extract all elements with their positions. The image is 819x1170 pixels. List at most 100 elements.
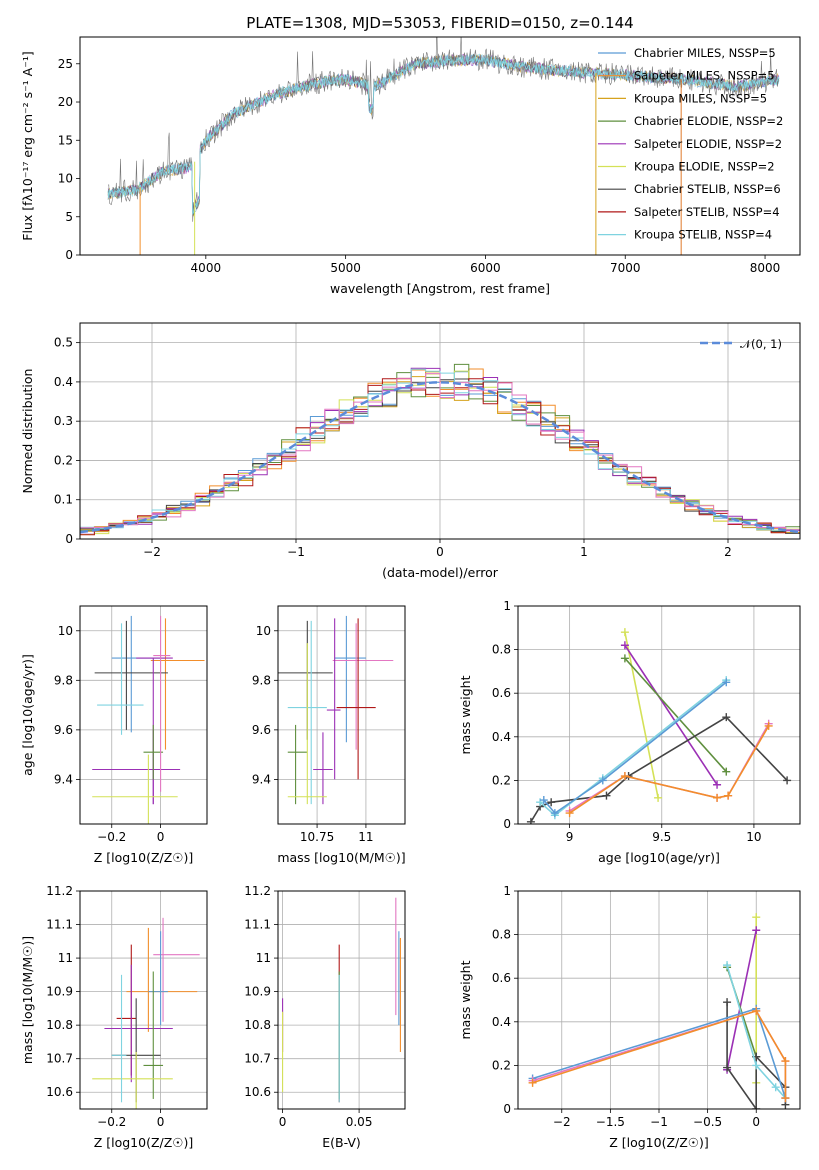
series-marker bbox=[539, 796, 548, 805]
x-tick-label: −0.5 bbox=[693, 1115, 722, 1129]
errorbar-point bbox=[104, 964, 173, 1083]
x-axis-label: mass [log10(M/M☉)] bbox=[277, 850, 405, 865]
weight-series bbox=[620, 654, 731, 776]
axes-frame bbox=[79, 36, 801, 256]
series-line bbox=[726, 930, 757, 1070]
model-spectrum-line bbox=[107, 54, 780, 217]
y-tick-label: 10 bbox=[256, 624, 271, 638]
axes-frame bbox=[277, 890, 406, 1110]
series-marker bbox=[752, 1105, 761, 1109]
errorbar-point bbox=[111, 974, 127, 1103]
chart-mass-vs-Z: −0.2 0 10.6 10.7 10.8 10.9 11 11.1 11.2 Z [log10(… bbox=[20, 884, 208, 1150]
y-tick-label: 0 bbox=[503, 817, 511, 831]
y-tick-label: 11 bbox=[58, 951, 73, 965]
errorbar-point bbox=[148, 931, 168, 1026]
x-tick-label: 2 bbox=[724, 545, 732, 559]
x-tick-label: −1 bbox=[287, 545, 305, 559]
y-tick-label: 0.8 bbox=[492, 643, 511, 657]
errorbar-point bbox=[336, 618, 376, 780]
x-axis-label: (data-model)/error bbox=[382, 565, 499, 580]
y-tick-label: 0.4 bbox=[492, 730, 511, 744]
legend-entry: Salpeter ELODIE, NSSP=2 bbox=[634, 137, 782, 151]
x-axis-label: E(B-V) bbox=[322, 1135, 361, 1150]
legend-entry: Salpeter MILES, NSSP=5 bbox=[634, 69, 775, 83]
weight-series bbox=[565, 721, 773, 818]
y-tick-label: 10.9 bbox=[46, 985, 73, 999]
weight-series bbox=[723, 926, 761, 1074]
series-marker bbox=[713, 793, 722, 802]
plot-area bbox=[528, 913, 790, 1109]
y-tick-label: 10 bbox=[58, 624, 73, 638]
legend-entry: Kroupa MILES, NSSP=5 bbox=[634, 91, 767, 105]
series-marker bbox=[764, 721, 773, 730]
series-marker bbox=[620, 772, 629, 781]
y-tick-label: 0.6 bbox=[492, 686, 511, 700]
chart-weight-vs-age: 9 9.5 10 0 0.2 0.4 0.6 0.8 1 age [log10(age/yr)] m… bbox=[458, 599, 801, 865]
y-tick-label: 9.6 bbox=[252, 723, 271, 737]
series-marker bbox=[752, 1061, 761, 1070]
series-marker bbox=[620, 628, 629, 637]
y-tick-label: 0.2 bbox=[492, 773, 511, 787]
series-marker bbox=[781, 1094, 790, 1103]
y-tick-label: 0 bbox=[65, 532, 73, 546]
y-tick-label: 11.1 bbox=[46, 918, 73, 932]
series-marker bbox=[620, 654, 629, 663]
chart-age-vs-mass: 10.75 11 9.4 9.6 9.8 10 mass [log10(M/M☉)] bbox=[252, 605, 406, 865]
y-tick-label: 0.6 bbox=[492, 971, 511, 985]
observed-spectrum-line bbox=[107, 37, 779, 222]
series-marker bbox=[724, 791, 733, 800]
x-tick-label: 0.05 bbox=[346, 1115, 373, 1129]
x-tick-label: 0 bbox=[752, 1115, 760, 1129]
series-marker bbox=[771, 1083, 780, 1092]
errorbar-point bbox=[111, 615, 166, 733]
normal-reference-curve bbox=[80, 381, 800, 534]
x-tick-label: 8000 bbox=[750, 261, 781, 275]
errorbar-point bbox=[334, 615, 366, 743]
y-tick-label: 11 bbox=[256, 951, 271, 965]
figure-title: PLATE=1308, MJD=53053, FIBERID=0150, z=0… bbox=[246, 14, 633, 32]
plot-area bbox=[92, 917, 200, 1109]
axes-frame bbox=[79, 605, 208, 825]
x-axis-label: age [log10(age/yr)] bbox=[598, 850, 720, 865]
plot-area bbox=[526, 628, 792, 824]
kroupa-stelib-line bbox=[107, 54, 780, 215]
y-axis-label: mass weight bbox=[458, 675, 473, 754]
legend-entry: Salpeter STELIB, NSSP=4 bbox=[634, 205, 780, 219]
x-tick-label: −2 bbox=[553, 1115, 571, 1129]
y-axis-label: mass [log10(M/M☉)] bbox=[20, 936, 35, 1064]
chart-mass-vs-EBV: 0 0.05 10.6 10.7 10.8 10.9 11 11.1 11.2 E(B-V) bbox=[244, 884, 406, 1150]
series-marker bbox=[781, 1057, 790, 1066]
errorbar-point bbox=[92, 1051, 173, 1109]
x-tick-label: 5000 bbox=[330, 261, 361, 275]
y-tick-label: 11.1 bbox=[244, 918, 271, 932]
x-tick-label: 0 bbox=[157, 830, 165, 844]
errorbar-point bbox=[92, 754, 178, 824]
legend-entry: Chabrier STELIB, NSSP=6 bbox=[634, 182, 781, 196]
y-tick-label: 11.2 bbox=[46, 884, 73, 898]
y-tick-label: 25 bbox=[58, 57, 73, 71]
y-tick-label: 0.5 bbox=[54, 336, 73, 350]
y-tick-label: 0 bbox=[65, 248, 73, 262]
series-marker bbox=[528, 1078, 537, 1087]
weight-series bbox=[536, 676, 731, 820]
errorbar-point bbox=[153, 615, 171, 792]
y-tick-label: 10.9 bbox=[244, 985, 271, 999]
series-line bbox=[539, 679, 727, 817]
spectrum-legend: Chabrier MILES, NSSP=5 Salpeter MILES, NS… bbox=[598, 46, 783, 242]
plot-area bbox=[282, 897, 401, 1103]
series-marker bbox=[526, 817, 535, 824]
series-marker bbox=[752, 1006, 761, 1015]
plot-area bbox=[278, 615, 394, 805]
y-axis-label: Normed distribution bbox=[20, 369, 35, 494]
series-marker bbox=[722, 678, 731, 687]
legend-entry: Kroupa ELODIE, NSSP=2 bbox=[634, 160, 775, 174]
y-tick-label: 10.6 bbox=[46, 1085, 73, 1099]
errorbar-point bbox=[143, 724, 164, 780]
x-tick-label: 1 bbox=[580, 545, 588, 559]
errorbar-point bbox=[332, 623, 394, 750]
series-line bbox=[624, 632, 659, 798]
y-tick-label: 0.4 bbox=[54, 375, 73, 389]
errorbar-point bbox=[97, 623, 144, 735]
x-tick-label: 7000 bbox=[610, 261, 641, 275]
